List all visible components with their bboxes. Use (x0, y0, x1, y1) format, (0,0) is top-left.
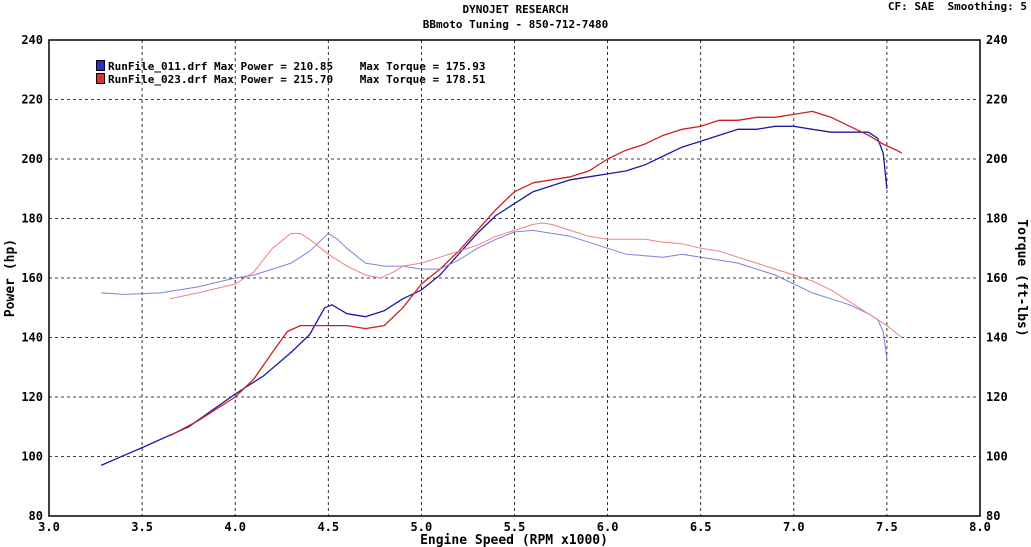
y-right-tick-label: 240 (986, 33, 1008, 47)
series-line-0 (100, 125, 888, 466)
legend-max-power: Max Power = 210.85 (213, 60, 334, 73)
y-right-tick-labels: 80 100 120 140 160 180 200 220 240 (986, 33, 1008, 523)
x-axis-title: Engine Speed (RPM x1000) (420, 533, 608, 547)
y-right-axis-title: Torque (ft-lbs) (1014, 219, 1029, 336)
y-left-tick-label: 200 (21, 152, 43, 166)
legend-file: RunFile_023.drf (108, 73, 208, 86)
x-tick-label: 4.0 (224, 520, 246, 534)
y-right-tick-label: 160 (986, 271, 1008, 285)
correction-factor-info: CF: SAE Smoothing: 5 (887, 0, 1027, 13)
y-left-tick-label: 180 (21, 212, 43, 226)
y-right-tick-label: 200 (986, 152, 1008, 166)
x-tick-label: 5.0 (411, 520, 433, 534)
x-tick-label: 7.0 (783, 520, 805, 534)
x-tick-label: 8.0 (969, 520, 991, 534)
x-tick-label: 3.5 (131, 520, 153, 534)
x-tick-label: 6.5 (690, 520, 712, 534)
y-left-axis-title: Power (hp) (3, 239, 18, 317)
legend-max-power: Max Power = 215.70 (213, 73, 334, 86)
y-left-tick-label: 140 (21, 331, 43, 345)
series-line-3 (169, 222, 903, 338)
series-line-1 (169, 110, 903, 437)
legend-max-torque: Max Torque = 175.93 (359, 60, 486, 73)
legend-file: RunFile_011.drf (108, 60, 208, 73)
y-right-tick-label: 180 (986, 212, 1008, 226)
x-tick-label: 4.5 (317, 520, 339, 534)
y-left-tick-label: 240 (21, 33, 43, 47)
x-tick-label: 3.0 (38, 520, 60, 534)
y-left-tick-label: 100 (21, 450, 43, 464)
x-tick-label: 7.5 (876, 520, 898, 534)
x-tick-labels: 3.0 3.5 4.0 4.5 5.0 5.5 6.0 6.5 7.0 7.5 8.0 (38, 520, 991, 534)
y-left-tick-label: 220 (21, 93, 43, 107)
y-right-tick-label: 140 (986, 331, 1008, 345)
chart-subtitle: BBmoto Tuning - 850-712-7480 (422, 18, 609, 31)
legend-entry-run-023: RunFile_023.drf Max Power = 215.70 Max T… (96, 73, 486, 86)
x-tick-label: 5.5 (504, 520, 526, 534)
y-left-tick-label: 160 (21, 271, 43, 285)
legend-max-torque: Max Torque = 178.51 (359, 73, 486, 86)
x-tick-label: 6.0 (597, 520, 619, 534)
legend-swatch-red (96, 73, 105, 84)
grid-lines (49, 40, 980, 516)
y-right-tick-label: 120 (986, 390, 1008, 404)
y-left-tick-label: 120 (21, 390, 43, 404)
y-left-tick-label: 80 (29, 509, 43, 523)
y-left-tick-labels: 80 100 120 140 160 180 200 220 240 (21, 33, 43, 523)
y-right-tick-label: 100 (986, 450, 1008, 464)
y-right-tick-label: 80 (986, 509, 1000, 523)
chart-title: DYNOJET RESEARCH (462, 3, 569, 16)
series-line-2 (101, 229, 888, 359)
legend-swatch-blue (96, 60, 105, 71)
y-right-tick-label: 220 (986, 93, 1008, 107)
legend-entry-run-011: RunFile_011.drf Max Power = 210.85 Max T… (96, 60, 486, 73)
series-lines (100, 110, 903, 466)
